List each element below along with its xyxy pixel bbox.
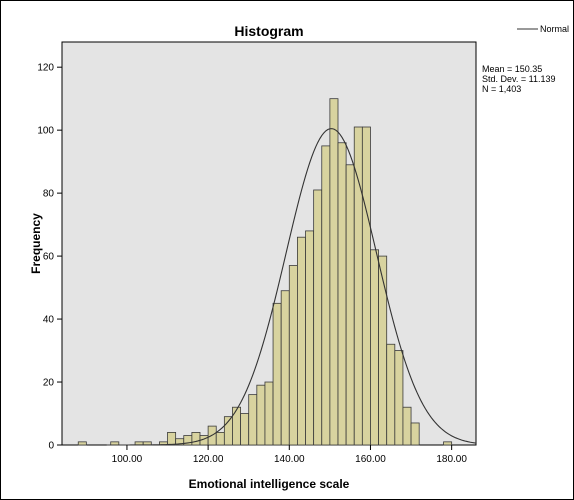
histogram-bar bbox=[256, 384, 266, 446]
x-tick-label: 160.00 bbox=[355, 454, 386, 465]
histogram-bar bbox=[345, 164, 355, 446]
histogram-bar bbox=[240, 413, 250, 446]
legend-normal-label: Normal bbox=[540, 24, 569, 34]
x-tick-label: 100.00 bbox=[112, 454, 143, 465]
histogram-bar bbox=[370, 249, 379, 446]
y-tick-label: 40 bbox=[43, 315, 55, 326]
y-tick-label: 80 bbox=[43, 189, 55, 200]
histogram-bar bbox=[337, 142, 347, 446]
histogram-bar bbox=[402, 406, 412, 446]
x-tick-label: 140.00 bbox=[274, 454, 305, 465]
histogram-bar bbox=[329, 98, 339, 446]
histogram-bar bbox=[410, 422, 420, 446]
y-tick-label: 60 bbox=[43, 252, 55, 263]
y-tick-label: 120 bbox=[37, 63, 54, 74]
histogram-bar bbox=[305, 230, 315, 446]
bars-group bbox=[77, 98, 453, 446]
histogram-bar bbox=[321, 145, 331, 446]
histogram-bar bbox=[394, 350, 404, 446]
x-tick-label: 180.00 bbox=[436, 454, 467, 465]
histogram-bar bbox=[215, 432, 225, 446]
plot-area bbox=[61, 41, 477, 446]
histogram-bar bbox=[167, 432, 177, 446]
stat-std-dev: Std. Dev. = 11.139 bbox=[482, 74, 555, 84]
y-tick-label: 100 bbox=[37, 126, 54, 137]
stat-n: N = 1,403 bbox=[482, 84, 521, 94]
y-axis-title: Frequency bbox=[29, 213, 43, 274]
y-tick-label: 20 bbox=[43, 378, 55, 389]
histogram-bar bbox=[443, 441, 453, 446]
histogram-bar bbox=[272, 302, 282, 446]
histogram-bar bbox=[378, 255, 388, 446]
histogram-bar bbox=[353, 126, 363, 446]
x-axis-title: Emotional intelligence scale bbox=[189, 477, 350, 491]
histogram-bar bbox=[191, 432, 201, 446]
histogram-bar bbox=[361, 126, 371, 446]
histogram-bar bbox=[264, 381, 274, 446]
histogram-bar bbox=[313, 189, 323, 446]
histogram-bar bbox=[280, 290, 290, 446]
x-tick-label: 120.00 bbox=[193, 454, 224, 465]
chart-title: Histogram bbox=[234, 23, 303, 39]
axes-group: 0 20 40 60 80 100 120 100.00 120.00 140.00 160.00 1… bbox=[37, 63, 467, 465]
histogram-bar bbox=[288, 265, 298, 446]
stat-mean: Mean = 150.35 bbox=[482, 64, 542, 74]
histogram-bar bbox=[232, 406, 241, 446]
normal-curve bbox=[106, 128, 477, 446]
histogram-bar bbox=[77, 441, 87, 446]
histogram-bar bbox=[248, 394, 258, 446]
histogram-bar bbox=[297, 236, 306, 446]
histogram-bar bbox=[386, 343, 396, 446]
y-tick-label: 0 bbox=[48, 441, 54, 452]
